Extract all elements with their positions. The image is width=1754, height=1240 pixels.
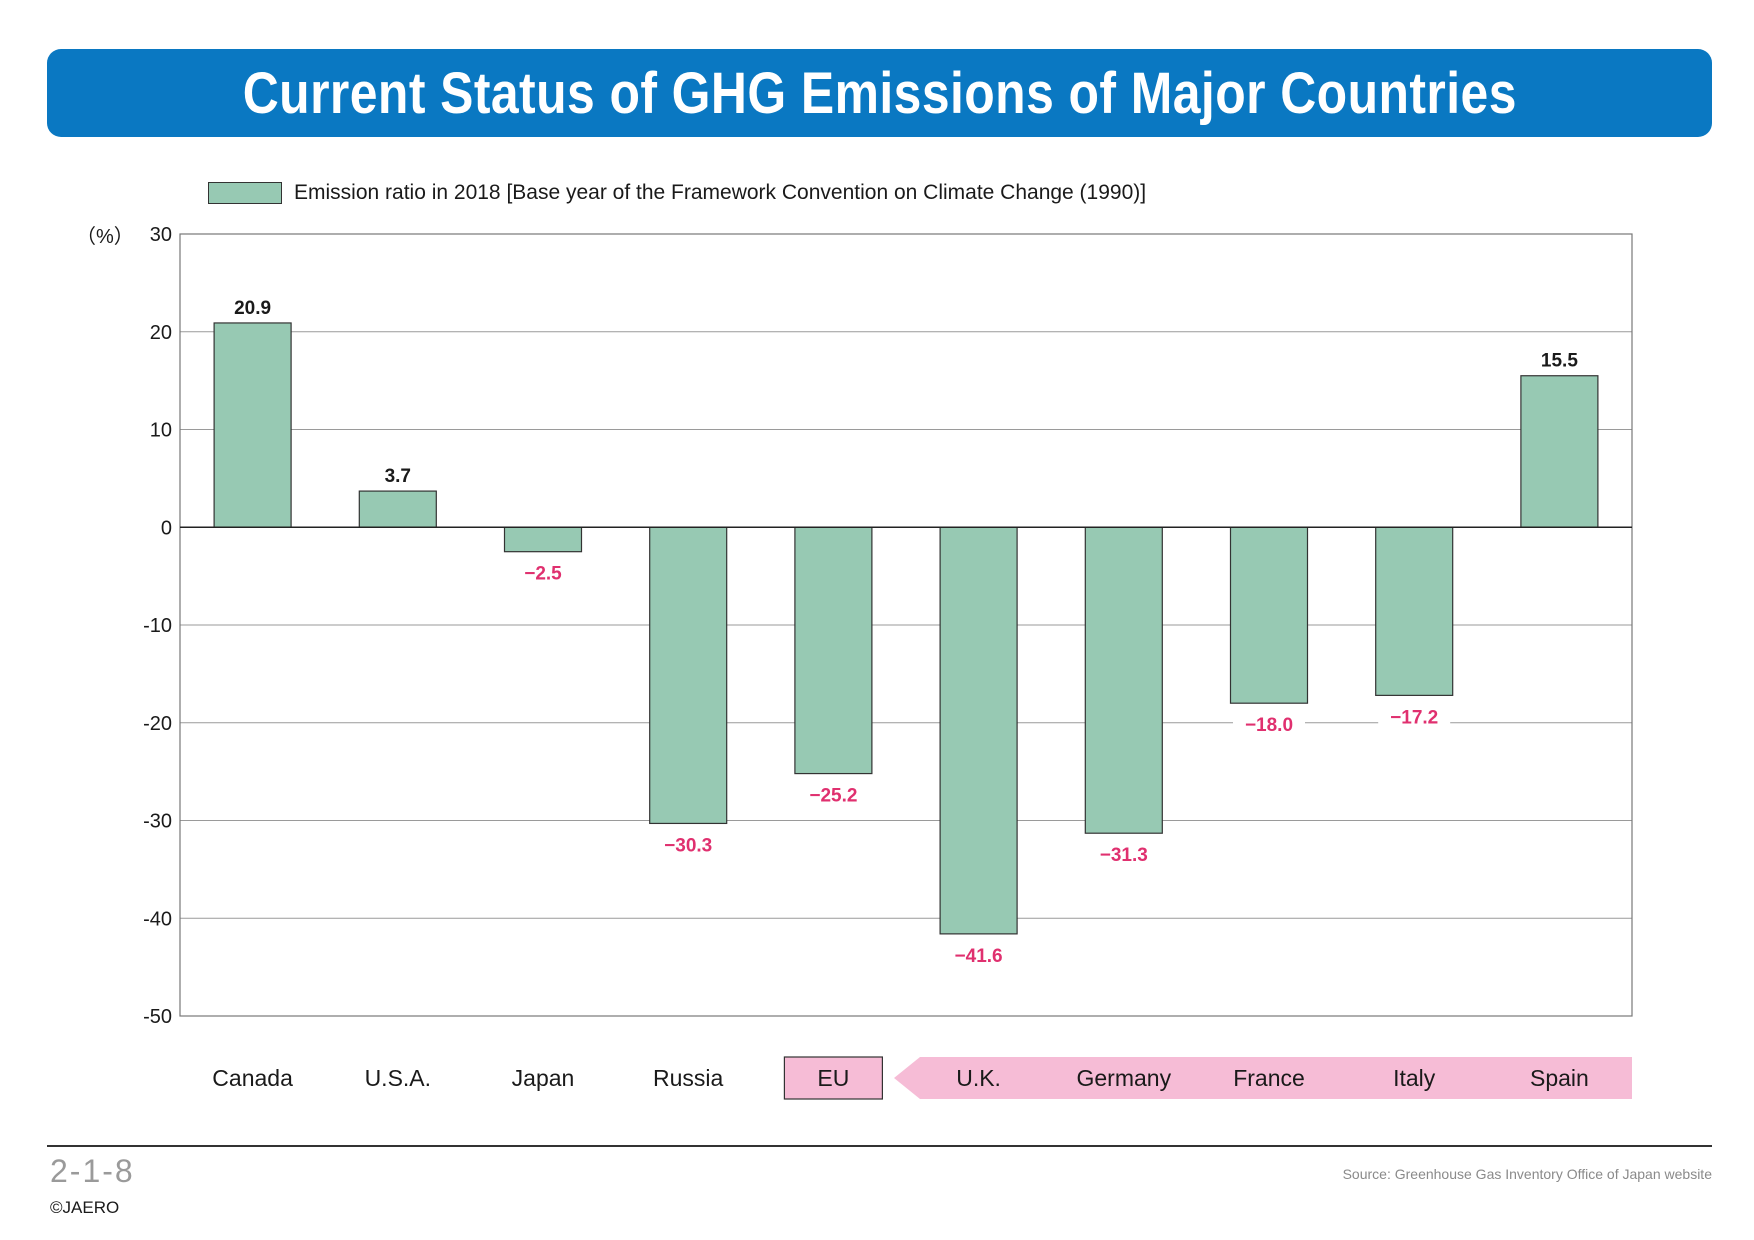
footer-divider (47, 1145, 1712, 1147)
value-label-backing (1378, 703, 1451, 730)
category-label: EU (817, 1065, 849, 1091)
figure-number: 2-1-8 (50, 1153, 135, 1189)
bar (1084, 526, 1163, 834)
category-label: Germany (1077, 1065, 1172, 1091)
value-label: 15.5 (1541, 351, 1578, 372)
bar (1229, 526, 1309, 704)
y-tick-label: 0 (161, 517, 172, 539)
value-label: −25.2 (809, 786, 857, 807)
y-tick-label: 10 (150, 420, 172, 442)
plot-frame (179, 233, 1633, 1017)
bar (794, 526, 873, 775)
category-label: Canada (212, 1065, 293, 1091)
bar (649, 526, 728, 825)
eu-member-band (894, 1057, 1632, 1099)
copyright-text: ©JAERO (50, 1198, 120, 1217)
y-tick-label: 30 (150, 224, 172, 246)
value-label-backing (1087, 841, 1160, 868)
bar (1520, 375, 1599, 528)
value-label-backing (507, 559, 579, 586)
y-tick-label: -10 (143, 615, 172, 637)
bar (503, 526, 583, 553)
y-tick-label: -20 (143, 713, 172, 735)
value-label: −18.0 (1245, 715, 1293, 736)
category-label: Russia (653, 1065, 724, 1091)
bar (1375, 526, 1454, 696)
category-label: U.K. (956, 1065, 1001, 1091)
value-label: −41.6 (955, 946, 1003, 967)
eu-label-box (783, 1056, 884, 1100)
value-label-backing (797, 781, 870, 808)
bar (358, 490, 437, 528)
source-text: Source: Greenhouse Gas Inventory Office … (1342, 1166, 1712, 1182)
value-label: −17.2 (1390, 707, 1438, 728)
bar (213, 322, 292, 528)
value-label-backing (942, 941, 1015, 968)
category-label: Spain (1530, 1065, 1589, 1091)
y-axis-unit-label: （%） (76, 226, 134, 248)
value-label-backing (652, 831, 725, 858)
value-label: −30.3 (664, 835, 712, 856)
category-label: U.S.A. (365, 1065, 431, 1091)
value-label: −31.3 (1100, 845, 1148, 866)
category-label: France (1233, 1065, 1305, 1091)
legend-label: Emission ratio in 2018 [Base year of the… (294, 181, 1147, 204)
value-label: 20.9 (234, 298, 271, 319)
y-tick-label: -40 (143, 908, 172, 930)
category-label: Italy (1393, 1065, 1436, 1091)
bar-chart: 30 20 10 0 -10 -20 -30 -40 -50 20.9 3.7 −2.5 −30.3 −2… (143, 224, 1633, 1100)
legend-swatch (208, 182, 282, 204)
y-tick-label: -30 (143, 811, 172, 833)
value-label-backing (1233, 711, 1305, 738)
value-label: −2.5 (524, 564, 562, 585)
value-label: 3.7 (385, 466, 411, 487)
chart-title: Current Status of GHG Emissions of Major… (242, 60, 1517, 126)
y-tick-label: -50 (143, 1006, 172, 1028)
bar (939, 526, 1018, 935)
category-label: Japan (512, 1065, 575, 1091)
y-tick-label: 20 (150, 322, 172, 344)
title-banner: Current Status of GHG Emissions of Major… (47, 49, 1712, 137)
legend: Emission ratio in 2018 [Base year of the… (208, 180, 1146, 206)
